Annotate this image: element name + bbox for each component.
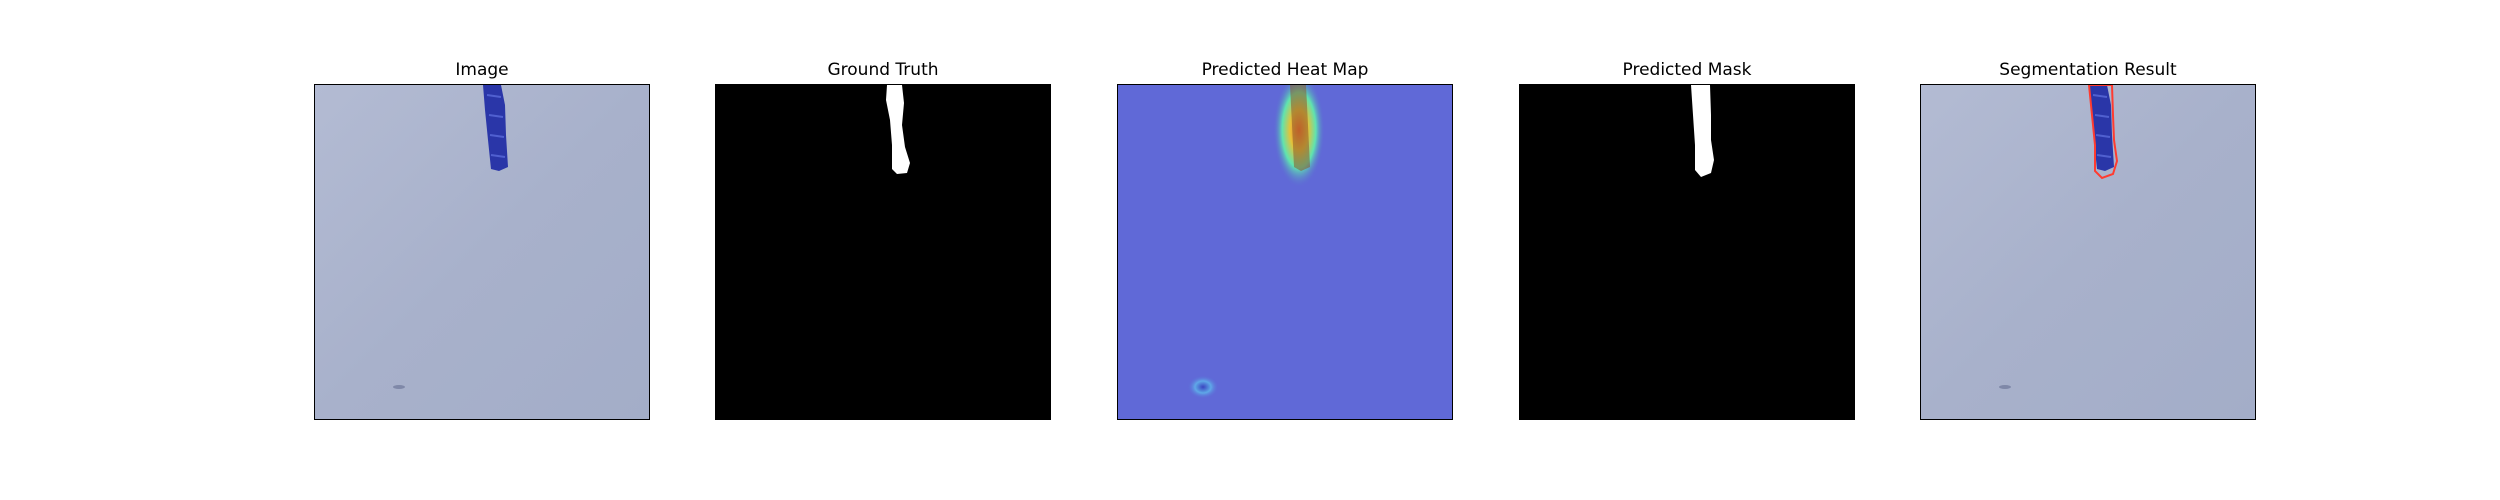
panel-title: Predicted Mask	[1622, 60, 1752, 80]
segmentation-frame	[1920, 84, 2256, 420]
panel-title: Ground Truth	[827, 60, 939, 80]
panel-title: Image	[455, 60, 509, 80]
ground-truth-mask	[716, 85, 1050, 419]
panel-title: Segmentation Result	[1999, 60, 2177, 80]
input-image	[315, 85, 649, 419]
panel-title: Predicted Heat Map	[1201, 60, 1369, 80]
segmentation-overlay	[1921, 85, 2255, 419]
image-frame	[314, 84, 650, 420]
ground-truth-frame	[715, 84, 1051, 420]
predicted-mask-frame	[1519, 84, 1855, 420]
heat-map	[1118, 85, 1452, 419]
predicted-mask	[1520, 85, 1854, 419]
heat-map-frame	[1117, 84, 1453, 420]
